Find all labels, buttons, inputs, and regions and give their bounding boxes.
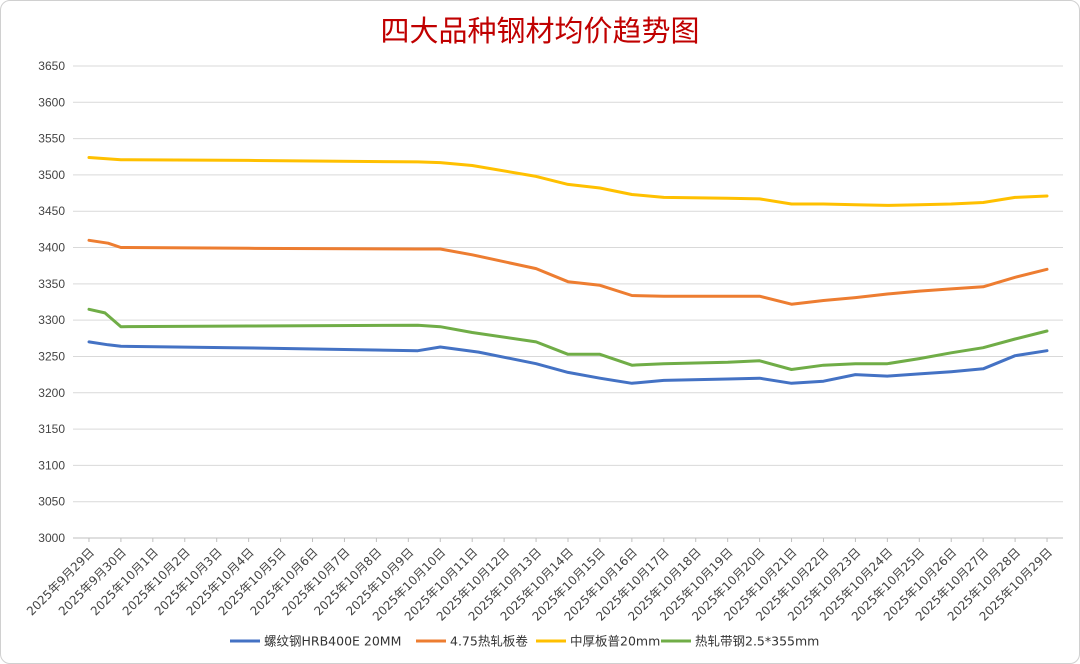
series-lines [87,156,1049,385]
y-tick-label: 3000 [38,531,65,545]
y-tick-label: 3100 [38,458,65,472]
y-tick-label: 3600 [38,95,65,109]
chart-title: 四大品种钢材均价趋势图 [380,14,699,48]
legend: 螺纹钢HRB400E 20MM 4.75热轧板卷 中厚板普20mm 热轧带钢2.5*3… [230,634,819,649]
series-line-4 [87,307,1049,371]
series-line-3 [87,156,1049,207]
y-tick-label: 3150 [38,422,65,436]
legend-label: 螺纹钢HRB400E 20MM [264,634,401,649]
series-line-2 [87,238,1049,306]
y-tick-label: 3550 [38,132,65,146]
y-tick-label: 3200 [38,386,65,400]
y-tick-label: 3050 [38,495,65,509]
y-tick-label: 3450 [38,204,65,218]
y-axis-ticks: 3000 3050 3100 3150 3200 3250 3300 3350 3400 3450… [38,59,65,545]
y-tick-label: 3650 [38,59,65,73]
legend-label: 热轧带钢2.5*355mm [695,634,819,649]
y-tick-label: 3300 [38,313,65,327]
series-line-1 [87,340,1049,385]
y-tick-label: 3250 [38,349,65,363]
legend-label: 4.75热轧板卷 [450,634,528,649]
y-tick-label: 3350 [38,277,65,291]
legend-label: 中厚板普20mm [570,634,660,649]
y-tick-label: 3500 [38,168,65,182]
gridlines [73,65,1063,539]
y-tick-label: 3400 [38,241,65,255]
x-axis-ticks: 2025年9月29日2025年9月30日2025年10月1日2025年10月2日… [24,538,1055,624]
